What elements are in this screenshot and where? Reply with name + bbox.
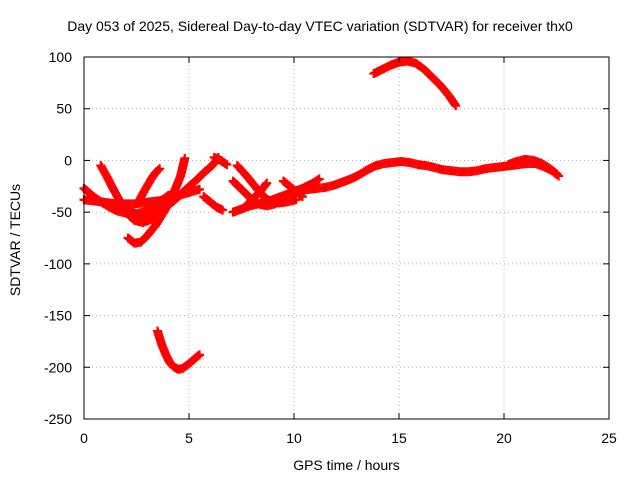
series-arc17 bbox=[503, 154, 561, 179]
x-tick-label: 0 bbox=[80, 430, 88, 446]
data-point-marker bbox=[153, 165, 163, 175]
y-tick-label: 0 bbox=[64, 152, 72, 168]
series-arc16 bbox=[369, 56, 461, 111]
x-tick-label: 10 bbox=[286, 430, 302, 446]
y-tick-label: -100 bbox=[44, 256, 72, 272]
axis-layer: 0 5 10 15 20 25 -250 -200 -150 -100 -50 0 50 100 bbox=[44, 49, 617, 446]
x-tick-label: 20 bbox=[496, 430, 512, 446]
series-arc7 bbox=[153, 326, 204, 374]
data-point-marker bbox=[550, 168, 560, 178]
series-arc13 bbox=[243, 178, 272, 209]
y-tick-label: 100 bbox=[49, 49, 73, 65]
x-tick-label: 5 bbox=[185, 430, 193, 446]
data-point bbox=[180, 153, 190, 163]
series-arc5 bbox=[123, 152, 223, 221]
data-point bbox=[552, 169, 561, 179]
series-arc12 bbox=[232, 161, 301, 208]
data-point bbox=[297, 192, 307, 202]
y-tick-label: -200 bbox=[44, 359, 72, 375]
data-point bbox=[195, 184, 204, 194]
chart-title: Day 053 of 2025, Sidereal Day-to-day VTE… bbox=[67, 18, 573, 34]
data-point bbox=[451, 101, 461, 111]
data-point bbox=[218, 205, 228, 215]
data-point bbox=[262, 178, 272, 188]
series-arc8 bbox=[199, 192, 228, 215]
y-tick-label: -50 bbox=[52, 204, 72, 220]
data-point bbox=[195, 350, 204, 360]
x-tick-label: 25 bbox=[601, 430, 617, 446]
data-point-marker bbox=[260, 180, 270, 190]
data-layer bbox=[79, 56, 564, 374]
y-tick-label: -150 bbox=[44, 308, 72, 324]
series-arc9 bbox=[209, 152, 232, 170]
series-arc15 bbox=[289, 174, 324, 196]
data-point bbox=[291, 195, 301, 205]
data-point bbox=[314, 174, 324, 184]
y-tick-label: 50 bbox=[56, 101, 72, 117]
x-tick-label: 15 bbox=[391, 430, 407, 446]
data-point bbox=[155, 164, 165, 174]
x-axis-label: GPS time / hours bbox=[293, 457, 400, 473]
data-point bbox=[222, 160, 232, 170]
series-arc6 bbox=[134, 164, 165, 207]
y-axis-label: SDTVAR / TECUs bbox=[7, 183, 23, 297]
y-tick-label: -250 bbox=[44, 411, 72, 427]
plot-frame bbox=[83, 56, 610, 420]
grid-layer bbox=[84, 57, 609, 419]
